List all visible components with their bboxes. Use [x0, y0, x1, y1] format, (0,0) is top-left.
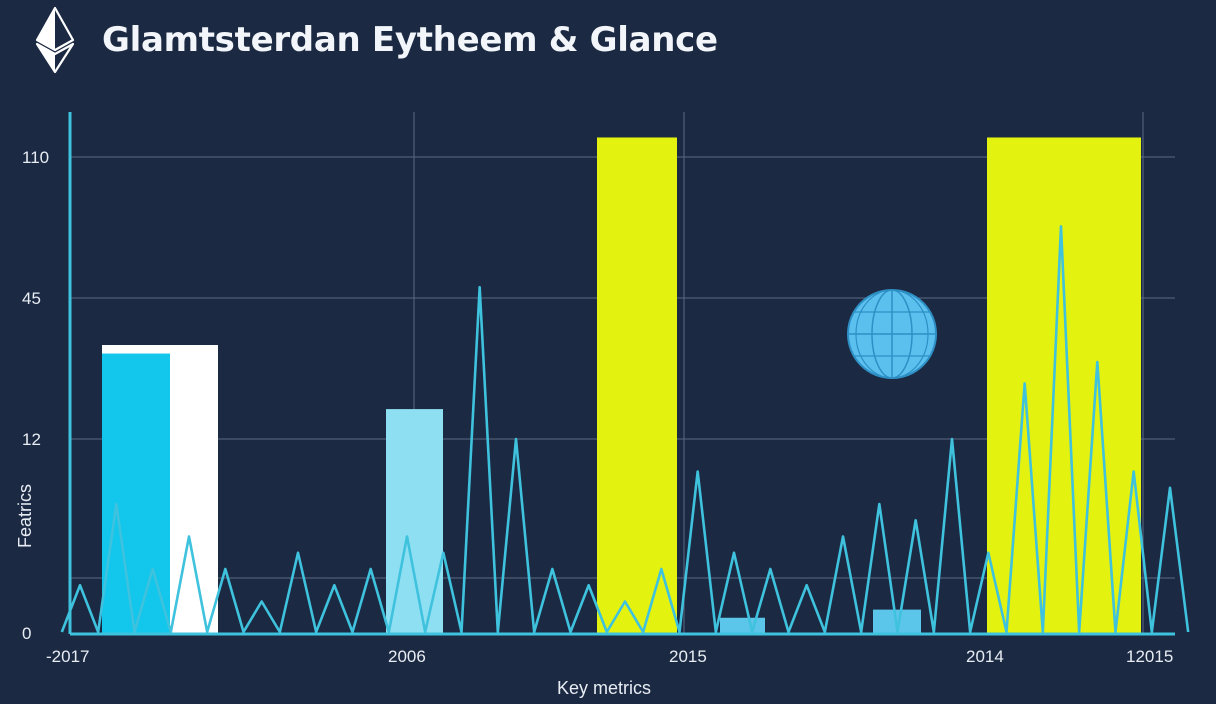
bar [597, 137, 677, 634]
x-axis-title: Key metrics [557, 678, 651, 698]
x-tick-label: 12015 [1126, 647, 1173, 666]
bars-group [102, 137, 1141, 634]
chart-header: Glamtsterdan Eytheem & Glance [0, 0, 1216, 90]
chart-title: Glamtsterdan Eytheem & Glance [102, 20, 718, 60]
x-tick-label: 2014 [966, 647, 1004, 666]
y-axis-title: Featrics [15, 484, 35, 548]
x-tick-label: 2006 [388, 647, 426, 666]
globe-icon [847, 289, 937, 379]
y-tick-labels: 0 12 45 110 [22, 148, 49, 643]
bar [987, 137, 1141, 634]
bar [720, 617, 765, 634]
x-tick-label: 2015 [669, 647, 707, 666]
x-tick-labels: -2017 2006 2015 2014 12015 [46, 647, 1173, 666]
y-tick-label: 0 [22, 624, 31, 643]
x-tick-label: -2017 [46, 647, 89, 666]
y-tick-label: 12 [22, 430, 41, 449]
y-tick-label: 110 [22, 148, 49, 167]
y-tick-label: 45 [22, 289, 41, 308]
series-line [60, 225, 1190, 634]
ethereum-diamond-icon [35, 6, 75, 74]
